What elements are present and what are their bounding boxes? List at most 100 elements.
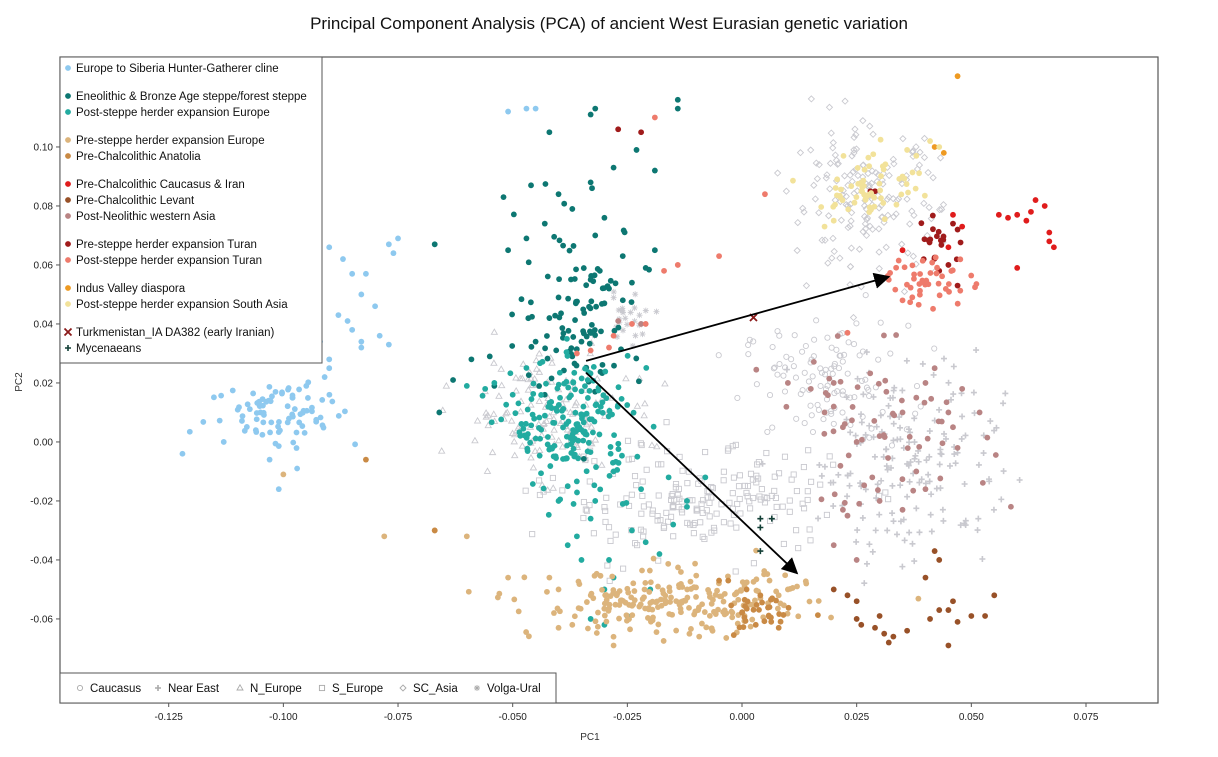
reference-point	[690, 521, 697, 529]
reference-point	[938, 451, 945, 458]
data-point	[253, 416, 260, 423]
data-point	[991, 592, 998, 599]
reference-point	[850, 341, 858, 348]
reference-point	[899, 135, 907, 143]
data-point	[599, 399, 606, 406]
data-point	[524, 445, 531, 452]
data-point	[834, 176, 841, 183]
data-point	[607, 277, 614, 284]
reference-point	[766, 392, 774, 399]
reference-point	[771, 487, 778, 494]
data-point	[528, 396, 535, 402]
data-point	[984, 434, 991, 441]
data-point	[528, 182, 534, 189]
data-point	[275, 486, 282, 493]
data-point	[291, 406, 298, 412]
data-point	[957, 256, 964, 263]
data-point	[642, 539, 649, 546]
reference-point	[741, 482, 748, 489]
data-point	[1005, 214, 1011, 221]
reference-point	[732, 568, 739, 575]
x-tick-label: -0.025	[613, 712, 642, 723]
data-point	[901, 264, 908, 271]
data-point	[1014, 211, 1021, 218]
reference-point	[839, 391, 846, 398]
reference-point	[882, 489, 889, 496]
data-point	[675, 564, 681, 571]
reference-legend-label: Near East	[168, 683, 220, 695]
data-point	[597, 572, 604, 579]
data-point	[593, 303, 600, 310]
reference-point	[897, 436, 904, 443]
data-point	[739, 579, 746, 586]
reference-point	[916, 479, 923, 486]
reference-point	[512, 386, 520, 394]
reference-point	[865, 386, 872, 393]
data-point	[560, 330, 567, 337]
reference-legend-marker	[236, 683, 244, 691]
data-point	[541, 220, 548, 227]
data-point	[572, 436, 578, 442]
data-point	[915, 301, 922, 308]
reference-point	[823, 171, 831, 179]
data-point	[933, 270, 940, 277]
data-point	[922, 574, 929, 581]
reference-point	[598, 461, 606, 468]
data-point	[568, 345, 575, 352]
reference-point	[936, 154, 945, 162]
reference-point	[823, 511, 830, 518]
reference-point	[909, 540, 916, 547]
data-point	[573, 350, 580, 357]
data-point	[376, 332, 383, 339]
reference-point	[875, 248, 883, 256]
reference-point	[586, 478, 593, 485]
data-point	[275, 423, 281, 430]
data-point	[653, 629, 660, 636]
data-point	[305, 395, 311, 401]
reference-point	[535, 446, 544, 454]
data-point	[959, 385, 966, 392]
data-point	[363, 270, 369, 277]
reference-point	[945, 379, 952, 386]
reference-point	[527, 401, 535, 408]
reference-point	[828, 254, 836, 262]
data-point	[601, 612, 608, 619]
legend-marker	[65, 137, 71, 143]
reference-point	[783, 366, 790, 373]
reference-point	[889, 155, 897, 163]
reference-point	[582, 506, 589, 513]
data-point	[542, 345, 548, 352]
data-point	[296, 386, 302, 393]
data-point	[853, 194, 860, 201]
reference-point	[859, 117, 867, 125]
data-point	[503, 401, 510, 408]
data-point	[881, 630, 888, 637]
data-point	[577, 605, 584, 612]
data-point	[871, 203, 878, 210]
data-point	[507, 370, 514, 377]
data-point	[630, 409, 637, 416]
legend-label: Turkmenistan_IA DA382 (early Iranian)	[76, 327, 275, 339]
data-point	[933, 233, 940, 240]
reference-point	[991, 427, 998, 434]
reference-point	[771, 364, 778, 371]
data-point	[938, 242, 945, 248]
data-point	[1046, 229, 1053, 236]
reference-point	[916, 148, 924, 156]
legend-reference-regions: Caucasus Near East N_Europe S_Europe SC_Asia…	[59, 672, 557, 704]
reference-point	[643, 466, 650, 473]
data-point	[605, 413, 612, 420]
data-point	[606, 557, 612, 563]
data-point	[599, 409, 606, 416]
data-point	[536, 425, 542, 431]
data-point	[540, 485, 547, 492]
data-point	[744, 598, 751, 605]
data-point	[968, 613, 975, 619]
reference-point	[804, 488, 811, 495]
data-point	[509, 343, 516, 349]
data-point	[571, 613, 578, 620]
data-point	[591, 272, 598, 279]
reference-point	[805, 447, 812, 454]
reference-point	[490, 328, 499, 335]
data-point	[615, 459, 622, 466]
